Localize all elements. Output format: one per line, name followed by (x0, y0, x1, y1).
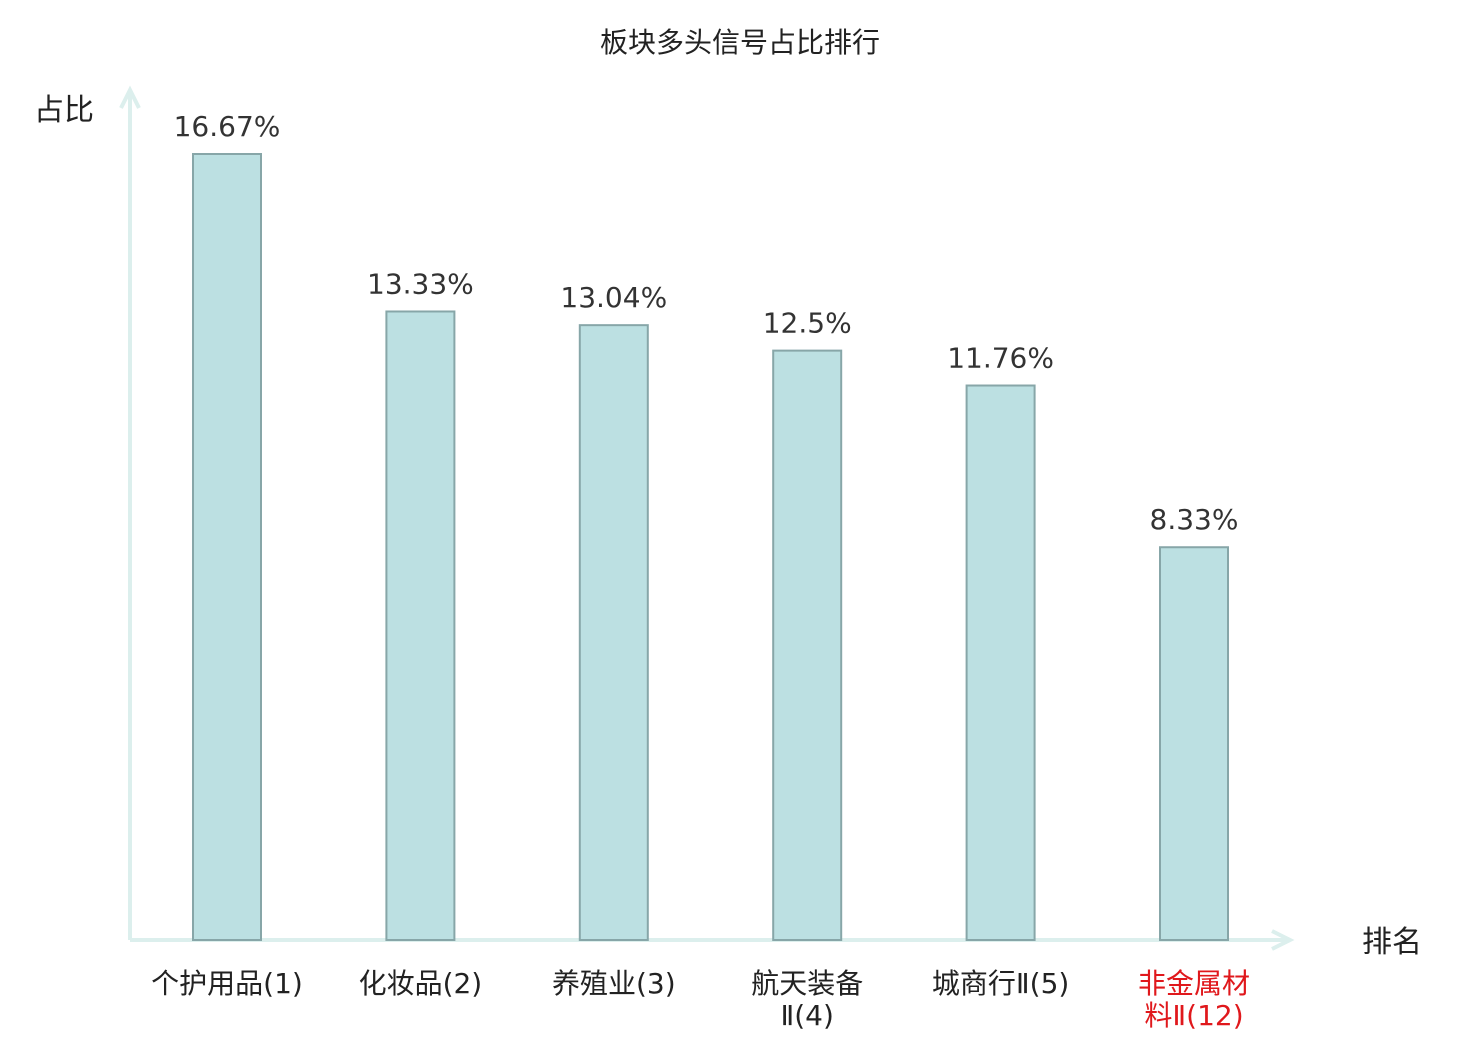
data-label: 13.04% (560, 281, 667, 314)
bar (1159, 546, 1229, 942)
data-label: 16.67% (174, 110, 281, 143)
x-tick-label: 非金属材 (1138, 967, 1250, 1000)
y-axis-arrow (119, 85, 141, 109)
chart-title: 板块多头信号占比排行 (600, 26, 880, 59)
bar (385, 310, 456, 941)
x-axis-arrow (1271, 929, 1295, 951)
x-tick-label: 个护用品(1) (151, 967, 303, 1000)
y-axis-label: 占比 (34, 93, 94, 128)
bar (772, 349, 843, 942)
x-tick-label: 航天装备 (751, 967, 863, 1000)
bar (578, 324, 649, 941)
x-tick-label: 城商行Ⅱ(5) (932, 967, 1069, 1000)
bars (192, 153, 1229, 942)
data-label: 13.33% (367, 267, 474, 300)
data-label: 12.5% (763, 307, 852, 340)
x-axis-label: 排名 (1362, 925, 1422, 960)
data-label: 11.76% (947, 342, 1054, 375)
bar (192, 153, 262, 941)
x-tick-label: 养殖业(3) (552, 967, 676, 1000)
axes (119, 85, 1295, 951)
value-labels: 16.67% 13.33% 13.04% 12.5% 11.76% 8.33% (174, 110, 1239, 536)
x-tick-label: Ⅱ(4) (780, 999, 833, 1032)
x-tick-label: 料Ⅱ(12) (1144, 999, 1243, 1032)
data-label: 8.33% (1150, 503, 1239, 536)
bar (965, 384, 1036, 942)
x-tick-label: 化妆品(2) (359, 967, 483, 1000)
